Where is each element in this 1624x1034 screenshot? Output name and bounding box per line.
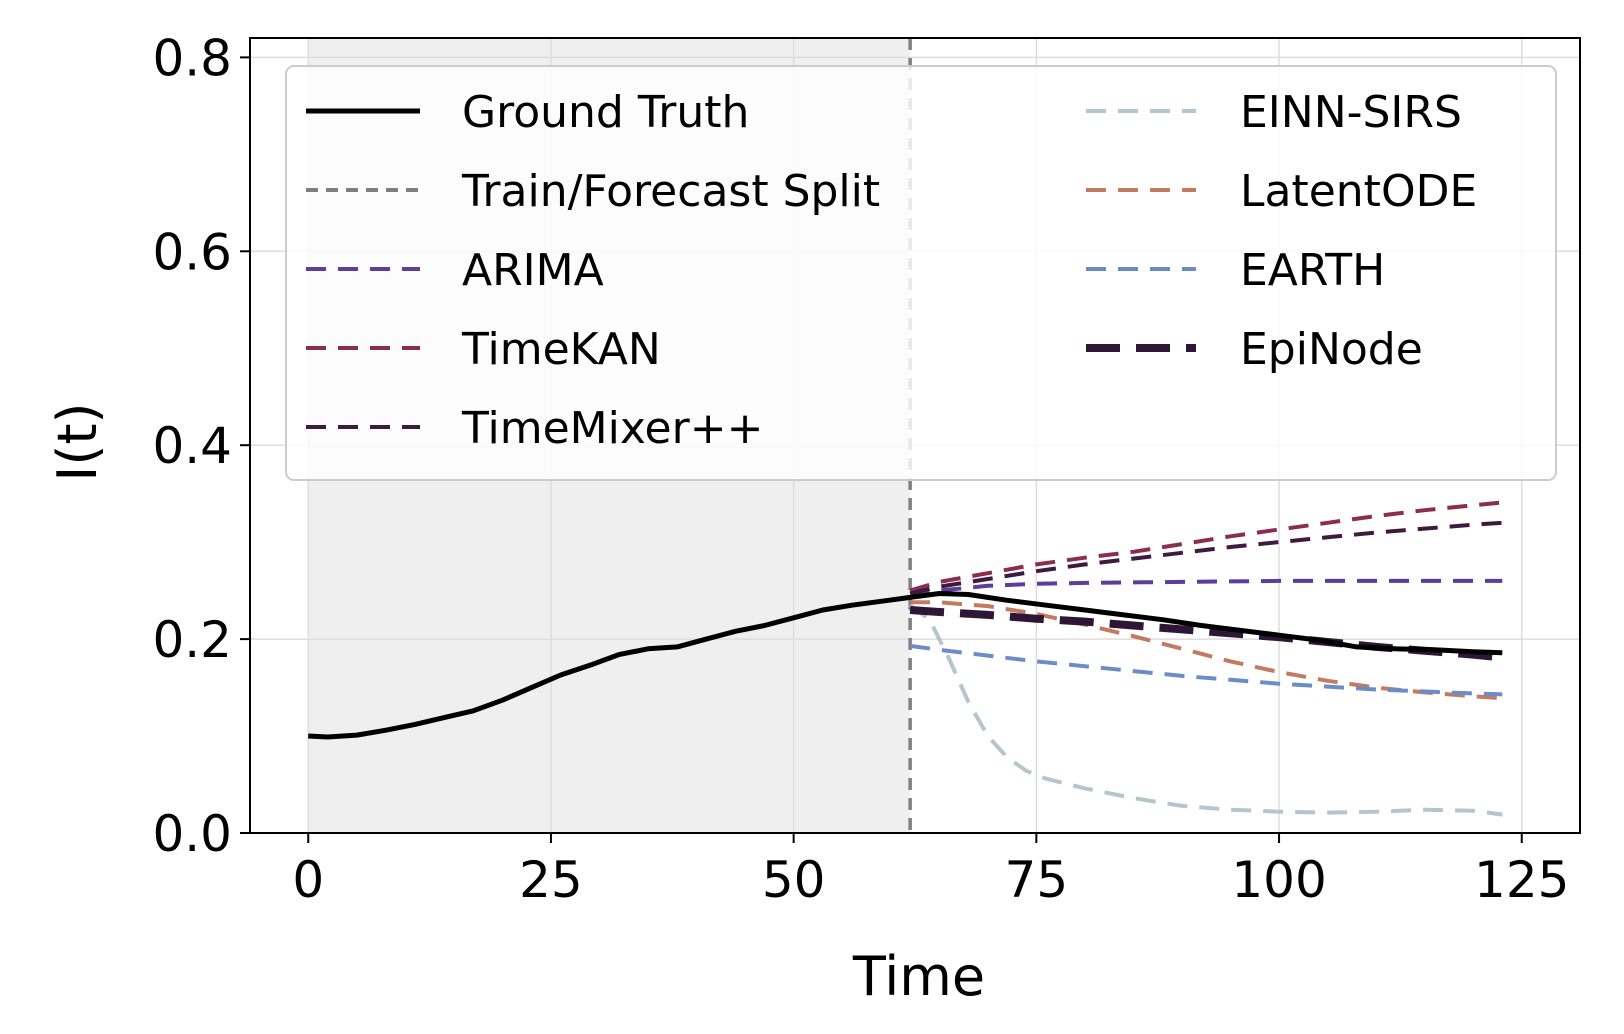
legend-label: ARIMA bbox=[462, 245, 604, 296]
legend-label: EpiNode bbox=[1240, 324, 1423, 375]
y-tick-label: 0.4 bbox=[152, 417, 232, 475]
legend-box bbox=[285, 65, 1557, 481]
legend-label: EINN-SIRS bbox=[1240, 87, 1462, 138]
y-tick-label: 0.2 bbox=[152, 611, 232, 669]
series-line-latentode bbox=[910, 600, 1503, 701]
legend-label: EARTH bbox=[1240, 245, 1385, 296]
x-tick-label: 125 bbox=[1474, 851, 1569, 909]
series-line-ground-truth bbox=[308, 591, 1503, 740]
series-line-einn-sirs bbox=[908, 603, 1503, 817]
y-tick-label: 0.8 bbox=[152, 29, 232, 87]
series-line-arima bbox=[909, 578, 1503, 600]
axes: 0 25 50 75 100 125 0.0 0.2 0.4 0.6 0.8 bbox=[152, 29, 1581, 909]
series-line-timekan bbox=[909, 500, 1503, 593]
legend: Ground Truth Train/Forecast Split ARIMA Tim… bbox=[285, 65, 1557, 481]
legend-label: LatentODE bbox=[1240, 166, 1477, 217]
series-layer bbox=[308, 38, 1503, 833]
x-tick-label: 50 bbox=[762, 851, 826, 909]
x-tick-label: 25 bbox=[519, 851, 583, 909]
legend-label: TimeMixer++ bbox=[461, 403, 763, 454]
x-tick-label: 75 bbox=[1005, 851, 1069, 909]
series-line-timemixer- bbox=[909, 520, 1503, 596]
legend-label: Train/Forecast Split bbox=[461, 166, 880, 217]
series-line-earth bbox=[909, 643, 1503, 697]
x-tick-label: 100 bbox=[1231, 851, 1326, 909]
x-tick-label: 0 bbox=[292, 851, 324, 909]
y-tick-label: 0.0 bbox=[152, 805, 232, 863]
axes-frame bbox=[249, 37, 1581, 834]
legend-label: Ground Truth bbox=[462, 87, 749, 138]
y-tick-label: 0.6 bbox=[152, 223, 232, 281]
legend-label: TimeKAN bbox=[461, 324, 661, 375]
y-axis-label: I(t) bbox=[46, 402, 109, 481]
x-axis-label: Time bbox=[852, 945, 985, 1008]
